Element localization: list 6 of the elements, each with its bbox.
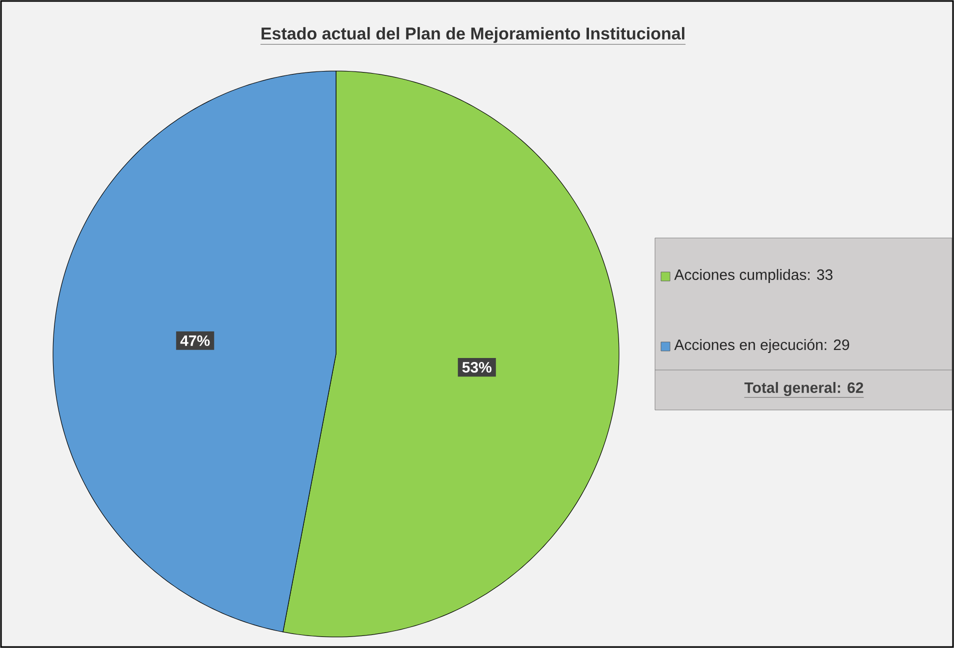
data-label: 47% xyxy=(180,335,210,346)
chart-title: Estado actual del Plan de Mejoramiento Institucional xyxy=(262,27,684,43)
data-label: 53% xyxy=(462,362,492,373)
legend-label: Acciones cumplidas: 33 xyxy=(674,269,832,283)
legend-label: Acciones en ejecución: 29 xyxy=(674,338,850,354)
text: Total general: 62 xyxy=(744,382,864,396)
